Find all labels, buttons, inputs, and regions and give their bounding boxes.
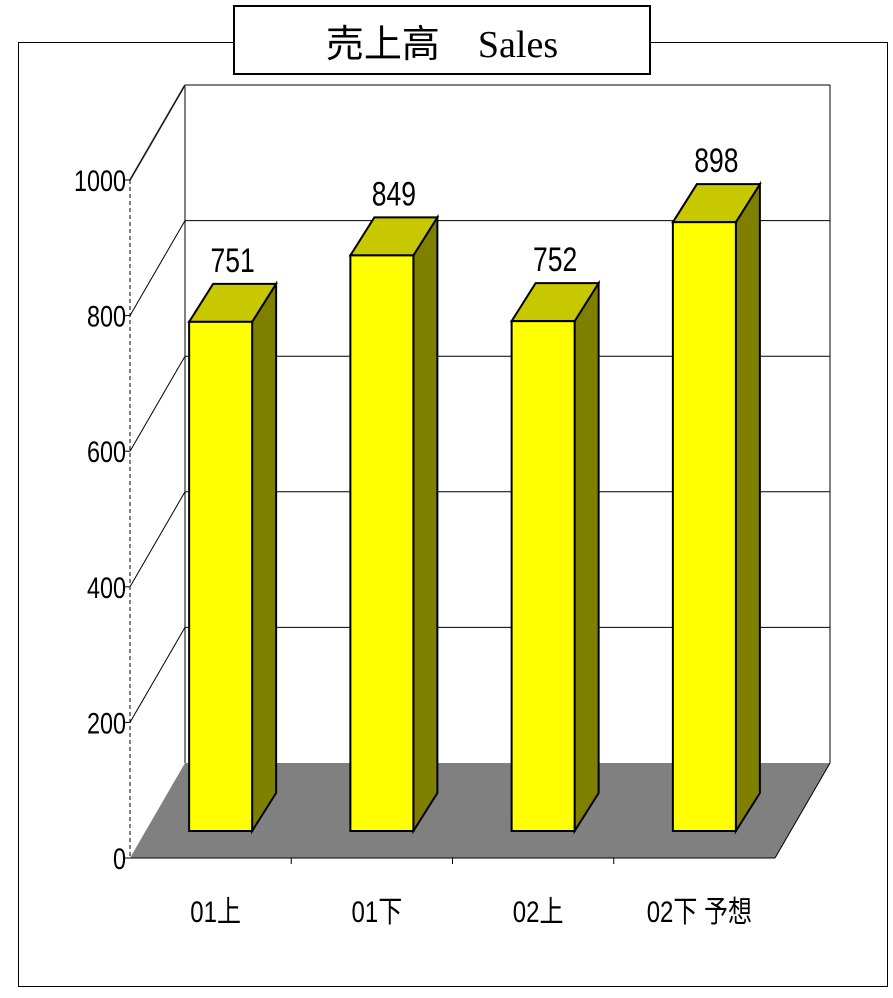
bar-series: [189, 184, 760, 831]
gridline-side: [130, 627, 185, 722]
y-tick-label: 200: [87, 707, 126, 740]
bar: [189, 322, 252, 831]
y-tick-label: 0: [113, 842, 126, 875]
x-tick-label: 01下: [352, 894, 403, 928]
gridline-side: [130, 356, 185, 451]
y-tick-label: 600: [87, 435, 126, 468]
gridline-side: [130, 492, 185, 587]
bar-side: [575, 283, 599, 831]
y-tick-label: 800: [87, 300, 126, 333]
y-tick-label: 400: [87, 571, 126, 604]
data-label: 751: [210, 242, 254, 280]
bar: [512, 321, 575, 831]
gridline-side: [130, 221, 185, 316]
bar-side: [413, 217, 437, 831]
bar: [673, 222, 736, 831]
gridline-side: [130, 85, 185, 180]
bar-side: [252, 284, 276, 831]
bar: [350, 255, 413, 831]
y-tick-label: 1000: [74, 164, 126, 197]
data-label: 898: [694, 142, 738, 180]
x-tick-label: 01上: [190, 894, 241, 928]
x-tick-label: 02下 予想: [647, 894, 752, 928]
data-label: 849: [372, 175, 416, 213]
x-tick-label: 02上: [513, 894, 564, 928]
bar-side: [736, 184, 760, 831]
data-label: 752: [533, 241, 577, 279]
